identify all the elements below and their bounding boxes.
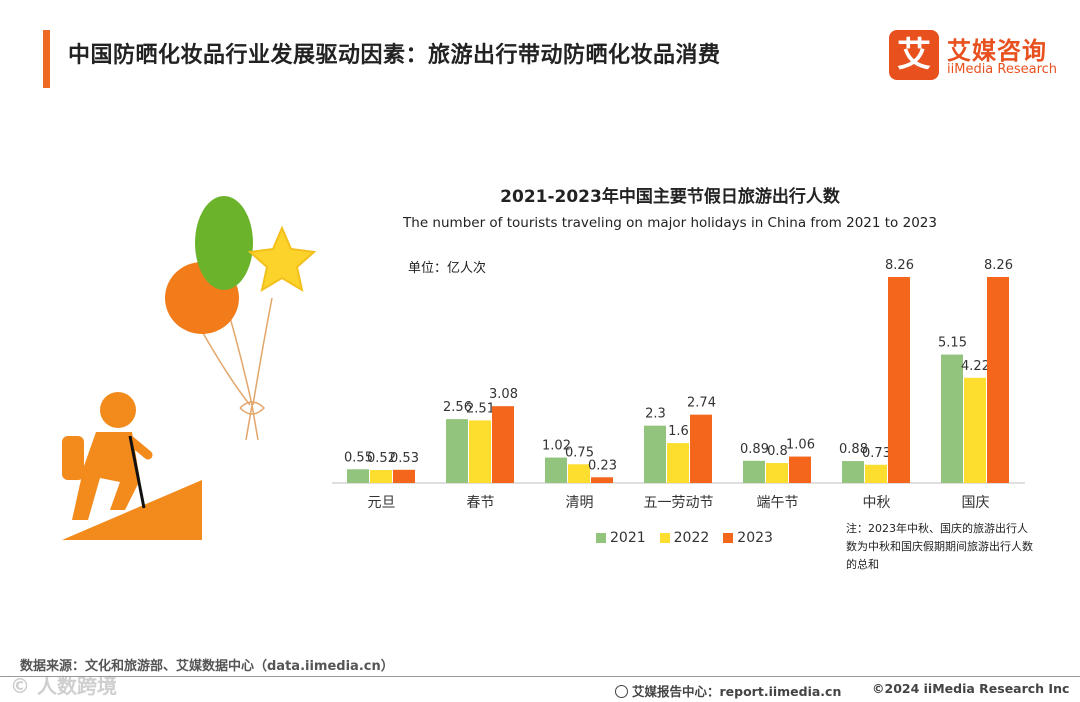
legend-label-2021: 2021 — [610, 530, 646, 546]
x-tick-label: 清明 — [566, 495, 594, 511]
chart-note: 注：2023年中秋、国庆的旅游出行人数为中秋和国庆假期期间旅游出行人数的总和 — [846, 522, 1033, 571]
x-tick-label: 春节 — [467, 495, 495, 511]
chart-title: 2021-2023年中国主要节假日旅游出行人数 — [500, 187, 840, 207]
bar-2022 — [766, 463, 788, 483]
bar-2022 — [469, 420, 491, 483]
data-label-2021: 2.56 — [443, 400, 472, 415]
chart-legend: 2021 2022 2023 — [596, 530, 779, 546]
data-label-2023: 1.06 — [786, 438, 815, 453]
data-label-2021: 0.89 — [740, 442, 769, 457]
watermark: © 人数跨境 — [10, 674, 117, 698]
star-balloon — [247, 225, 317, 293]
legend-item-2021: 2021 — [596, 530, 646, 546]
data-label-2021: 1.02 — [542, 439, 571, 454]
legend-item-2023: 2023 — [723, 530, 773, 546]
title-accent-bar — [43, 30, 50, 88]
bar-2021 — [743, 460, 765, 483]
data-label-2022: 4.22 — [961, 359, 990, 374]
legend-swatch-2021 — [596, 533, 606, 543]
globe-icon — [615, 685, 628, 698]
legend-swatch-2023 — [723, 533, 734, 543]
bar-2023 — [690, 414, 712, 483]
bar-2021 — [644, 425, 666, 483]
data-label-2023: 3.08 — [489, 387, 518, 402]
logo-cn-text: 艾媒咨询 — [947, 37, 1047, 65]
data-label-2023: 0.23 — [588, 458, 617, 473]
data-label-2022: 0.75 — [565, 445, 594, 460]
bar-2021 — [545, 457, 567, 483]
iimedia-logo: 艾 艾媒咨询 iiMedia Research — [889, 30, 1064, 82]
bar-2021 — [347, 469, 369, 483]
data-label-2023: 8.26 — [885, 258, 914, 273]
legend-swatch-2022 — [659, 533, 670, 543]
x-tick-label: 五一劳动节 — [644, 495, 714, 511]
data-label-2023: 2.74 — [687, 396, 716, 411]
green-balloon — [195, 196, 253, 290]
data-label-2022: 0.52 — [367, 451, 396, 466]
data-source: 数据来源：文化和旅游部、艾媒数据中心（data.iimedia.cn） — [20, 659, 394, 674]
logo-mark: 艾 — [889, 30, 939, 80]
x-tick-label: 中秋 — [863, 495, 891, 511]
bar-2022 — [667, 443, 689, 483]
bar-2023 — [591, 477, 613, 483]
page-title: 中国防晒化妆品行业发展驱动因素：旅游出行带动防晒化妆品消费 — [68, 43, 721, 68]
bar-2023 — [987, 277, 1009, 483]
bar-2022 — [865, 464, 887, 483]
data-label-2023: 0.53 — [390, 451, 419, 466]
report-center: 艾媒报告中心：report.iimedia.cn — [615, 681, 841, 700]
data-label-2021: 0.55 — [344, 450, 373, 465]
bar-2021 — [446, 419, 468, 483]
unit-label: 单位：亿人次 — [408, 261, 487, 276]
data-label-2021: 0.88 — [839, 442, 868, 457]
balloon-strings — [202, 289, 273, 441]
x-tick-label: 端午节 — [757, 495, 799, 511]
data-label-2021: 2.3 — [645, 407, 666, 422]
report-center-text: 艾媒报告中心：report.iimedia.cn — [632, 684, 842, 699]
footer-divider — [0, 676, 1080, 677]
hiker-icon — [62, 392, 202, 540]
legend-label-2022: 2022 — [673, 530, 710, 546]
bar-2023 — [393, 469, 415, 483]
hiker-balloons-illustration — [62, 196, 317, 540]
x-tick-label: 元旦 — [368, 495, 396, 511]
bar-2023 — [888, 277, 910, 483]
data-label-2021: 5.15 — [938, 336, 967, 351]
bar-2021 — [941, 354, 963, 483]
bar-2022 — [964, 377, 986, 483]
bar-2023 — [789, 456, 811, 483]
data-label-2022: 2.51 — [466, 401, 495, 416]
chart-subtitle: The number of tourists traveling on majo… — [403, 215, 937, 231]
x-tick-label: 国庆 — [962, 495, 990, 511]
copyright: ©2024 iiMedia Research Inc — [872, 681, 1070, 696]
trekking-pole — [128, 435, 146, 509]
legend-label-2023: 2023 — [737, 530, 773, 546]
bar-2023 — [492, 406, 514, 483]
bar-2022 — [568, 464, 590, 483]
bar-2021 — [842, 461, 864, 483]
logo-en-text: iiMedia Research — [947, 62, 1058, 77]
data-label-2023: 8.26 — [984, 258, 1013, 273]
data-label-2022: 0.8 — [767, 444, 788, 459]
data-label-2022: 0.73 — [862, 446, 891, 461]
data-label-2022: 1.6 — [668, 424, 689, 439]
legend-item-2022: 2022 — [659, 530, 710, 546]
bar-2022 — [370, 470, 392, 483]
